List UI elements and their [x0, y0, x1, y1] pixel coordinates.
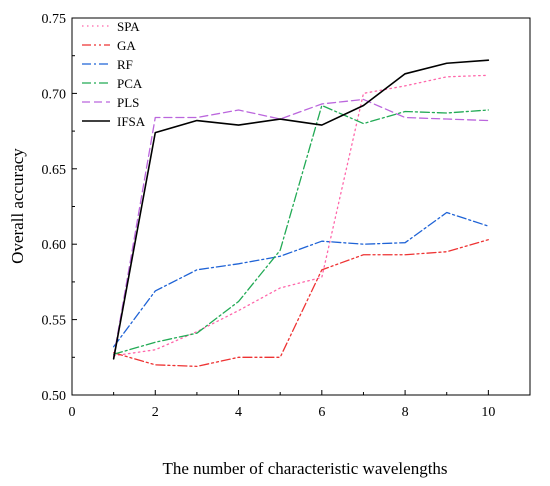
legend-label-pls: PLS [117, 95, 139, 110]
legend: SPA GA RF PCA PLS IFSA [82, 19, 146, 129]
x-axis-title: The number of characteristic wavelengths [162, 459, 447, 478]
x-tick-label: 4 [235, 405, 242, 420]
legend-label-pca: PCA [117, 76, 143, 91]
legend-label-ifsa: IFSA [117, 114, 146, 129]
legend-label-rf: RF [117, 57, 133, 72]
x-tick-label: 10 [481, 405, 495, 420]
series-line-ifsa [112, 59, 490, 360]
series-lines [112, 59, 490, 367]
x-tick-label: 2 [152, 405, 159, 420]
y-tick-label: 0.60 [42, 238, 67, 253]
series-line-rf [112, 211, 490, 348]
y-tick-label: 0.70 [42, 87, 67, 102]
x-tick-label: 8 [402, 405, 409, 420]
series-line-ga [112, 239, 490, 367]
series-line-spa [112, 74, 490, 357]
series-line-pca [112, 104, 490, 355]
ticks: 0 2 4 6 8 10 0.50 0.55 0.60 0.65 0.70 0.75 [42, 12, 496, 420]
series-line-pls [112, 98, 490, 358]
y-tick-label: 0.55 [42, 314, 67, 329]
y-tick-label: 0.75 [42, 12, 67, 27]
legend-label-spa: SPA [117, 19, 140, 34]
legend-label-ga: GA [117, 38, 136, 53]
y-axis-title: Overall accuracy [8, 148, 27, 264]
plot-frame [71, 17, 531, 396]
x-tick-label: 0 [69, 405, 76, 420]
x-tick-label: 6 [318, 405, 325, 420]
y-tick-label: 0.65 [42, 163, 67, 178]
y-tick-label: 0.50 [42, 389, 67, 404]
